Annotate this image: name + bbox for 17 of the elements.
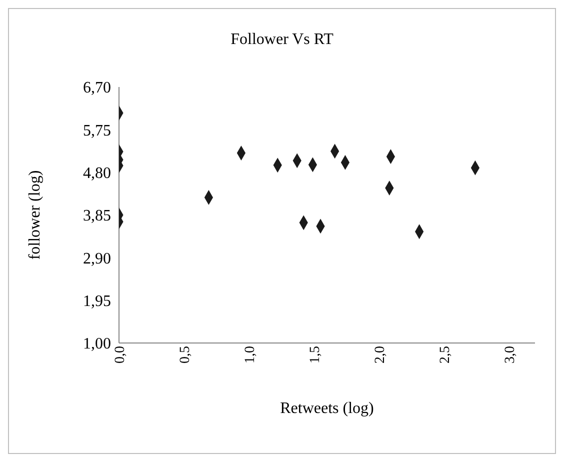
- x-tick-label: 2,0: [372, 346, 388, 364]
- y-tick-label: 6,70: [83, 80, 111, 97]
- y-tick-label: 2,90: [83, 250, 111, 268]
- x-tick-label: 2,5: [438, 346, 453, 364]
- chart-title: Follower Vs RT: [230, 31, 334, 49]
- y-tick-label: 4,80: [83, 165, 111, 182]
- y-tick-label: 1,00: [83, 336, 111, 353]
- y-axis-title: follower (log): [26, 170, 44, 260]
- y-tick-label: 5,75: [83, 122, 111, 140]
- x-tick-label: 0,0: [112, 346, 128, 364]
- x-tick-label: 1,5: [308, 346, 323, 364]
- x-tick-label: 1,0: [242, 346, 258, 364]
- x-axis-title: Retweets (log): [280, 400, 374, 417]
- x-tick-label: 3,0: [502, 346, 518, 364]
- x-tick-label: 0,5: [178, 346, 193, 364]
- y-tick-label: 3,85: [83, 208, 111, 225]
- y-tick-label: 1,95: [83, 293, 111, 310]
